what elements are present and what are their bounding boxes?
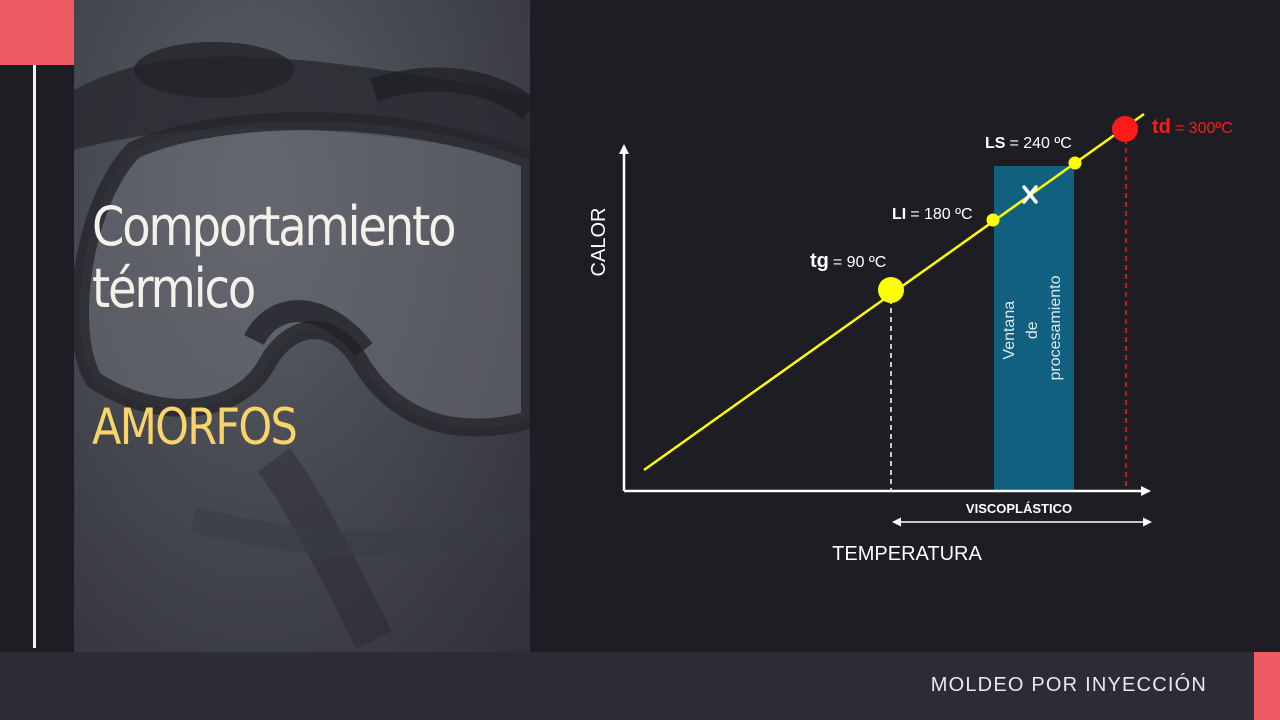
li-point [986, 213, 1000, 227]
accent-block-top [0, 0, 74, 65]
footer-title: MOLDEO POR INYECCIÓN [930, 674, 1207, 696]
processing-window [994, 166, 1074, 491]
slide-title-line-1: Comportamiento [92, 195, 457, 258]
tg-symbol: tg [810, 250, 829, 272]
ls-value: = 240 ºC [1009, 135, 1071, 152]
safety-goggles-image [74, 42, 530, 649]
td-symbol: td [1152, 116, 1171, 138]
tg-value: = 90 ºC [833, 254, 886, 271]
window-label-line-1: Ventana [1001, 301, 1018, 360]
li-symbol: LI [892, 206, 906, 223]
td-value: = 300ºC [1175, 120, 1233, 137]
tg-label: tg = 90 ºC [810, 250, 886, 272]
processing-window-label: Ventana de procesamiento [1001, 275, 1064, 380]
slide-title: Comportamiento térmico [92, 195, 457, 320]
vertical-rule [33, 65, 36, 648]
ls-label: LS = 240 ºC [985, 135, 1072, 152]
x-mark-icon [1022, 185, 1038, 204]
li-label: LI = 180 ºC [892, 206, 973, 223]
window-label-line-2: de [1024, 321, 1041, 339]
footer-bar [0, 652, 1280, 720]
li-value: = 180 ºC [910, 206, 972, 223]
ls-symbol: LS [985, 135, 1006, 152]
x-axis-label: TEMPERATURA [832, 543, 982, 565]
ls-point [1068, 156, 1082, 170]
thermal-behavior-diagram: Ventana de procesamiento tg = 90 ºC LI = 1… [588, 112, 1233, 565]
goggles-photo-panel [74, 0, 530, 652]
slide-subtitle: AMORFOS [92, 398, 298, 456]
td-label: td = 300ºC [1152, 116, 1233, 138]
range-arrow-right-icon [1143, 517, 1152, 527]
window-label-line-3: procesamiento [1047, 275, 1064, 380]
viscoplastic-label: VISCOPLÁSTICO [966, 501, 1072, 516]
accent-block-bottom [1254, 652, 1280, 720]
slide-title-line-2: térmico [92, 257, 256, 320]
tg-point [878, 277, 904, 303]
y-axis-label: CALOR [588, 208, 610, 277]
range-arrow-left-icon [892, 517, 901, 527]
td-point [1112, 116, 1138, 142]
